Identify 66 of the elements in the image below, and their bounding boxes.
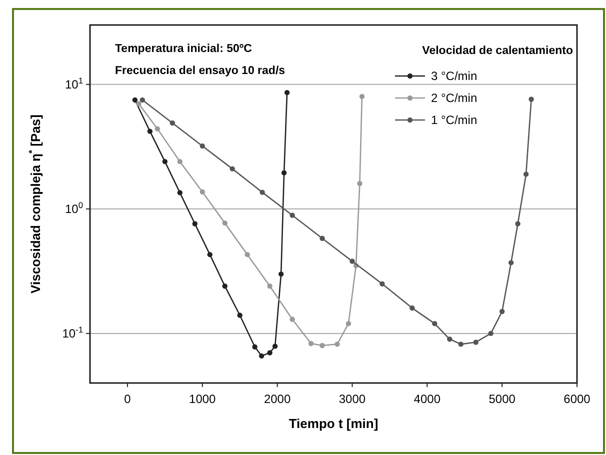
- point: [207, 252, 212, 258]
- legend-label: 1 °C/min: [431, 113, 478, 127]
- point: [252, 344, 258, 350]
- point: [278, 271, 284, 277]
- annotation: Temperatura inicial: 50ºC: [115, 43, 252, 55]
- point: [515, 221, 520, 226]
- point: [177, 190, 183, 196]
- point: [267, 284, 272, 289]
- point: [290, 316, 295, 322]
- x-tick-label: 1000: [189, 392, 216, 406]
- point: [499, 308, 505, 314]
- point: [162, 158, 168, 164]
- point: [380, 281, 385, 286]
- x-axis-title: Tiempo t [min]: [288, 416, 378, 431]
- point: [222, 220, 228, 226]
- legend-title: Velocidad de calentamiento: [422, 45, 573, 57]
- point: [192, 221, 198, 226]
- point: [154, 126, 160, 132]
- x-tick-label: 3000: [338, 392, 366, 406]
- x-tick-label: 6000: [564, 392, 591, 406]
- point: [359, 94, 365, 100]
- point: [170, 120, 176, 126]
- point: [272, 344, 278, 349]
- point: [136, 101, 142, 106]
- point: [244, 252, 250, 258]
- point: [488, 330, 494, 336]
- point: [458, 342, 464, 347]
- y-tick-label: 10$^{0}$: [64, 200, 84, 216]
- point: [200, 143, 205, 149]
- point: [410, 305, 415, 311]
- point: [357, 180, 362, 186]
- point: [147, 128, 153, 134]
- point: [447, 336, 452, 342]
- point: [281, 170, 287, 176]
- point: [308, 340, 314, 346]
- x-tick-label: 4000: [414, 392, 441, 406]
- y-tick-label: 10$^{1}$: [64, 75, 84, 92]
- point: [132, 97, 138, 103]
- point: [346, 320, 352, 326]
- point: [320, 342, 325, 348]
- y-tick-label: 10$^{-1}$: [62, 324, 84, 340]
- x-tick-label: 2000: [264, 392, 291, 406]
- point: [260, 190, 265, 195]
- point: [508, 260, 514, 266]
- point: [237, 312, 242, 318]
- point: [200, 189, 205, 195]
- point: [222, 284, 228, 289]
- point: [320, 236, 325, 241]
- annotation: Frecuencia del ensayo 10 rad/s: [115, 65, 286, 77]
- point: [350, 258, 355, 264]
- point: [177, 158, 183, 164]
- legend-label: 2 °C/min: [431, 91, 478, 105]
- point: [528, 96, 534, 102]
- point: [432, 320, 438, 326]
- legend-label: 3 °C/min: [431, 69, 478, 83]
- point: [140, 97, 146, 103]
- point: [267, 350, 272, 356]
- point: [230, 166, 235, 172]
- point: [284, 90, 290, 96]
- point: [258, 353, 264, 359]
- point: [334, 342, 340, 347]
- point: [290, 212, 295, 218]
- x-tick-label: 0: [124, 392, 132, 406]
- x-tick-label: 5000: [488, 392, 516, 406]
- point: [523, 172, 529, 177]
- point: [473, 340, 478, 345]
